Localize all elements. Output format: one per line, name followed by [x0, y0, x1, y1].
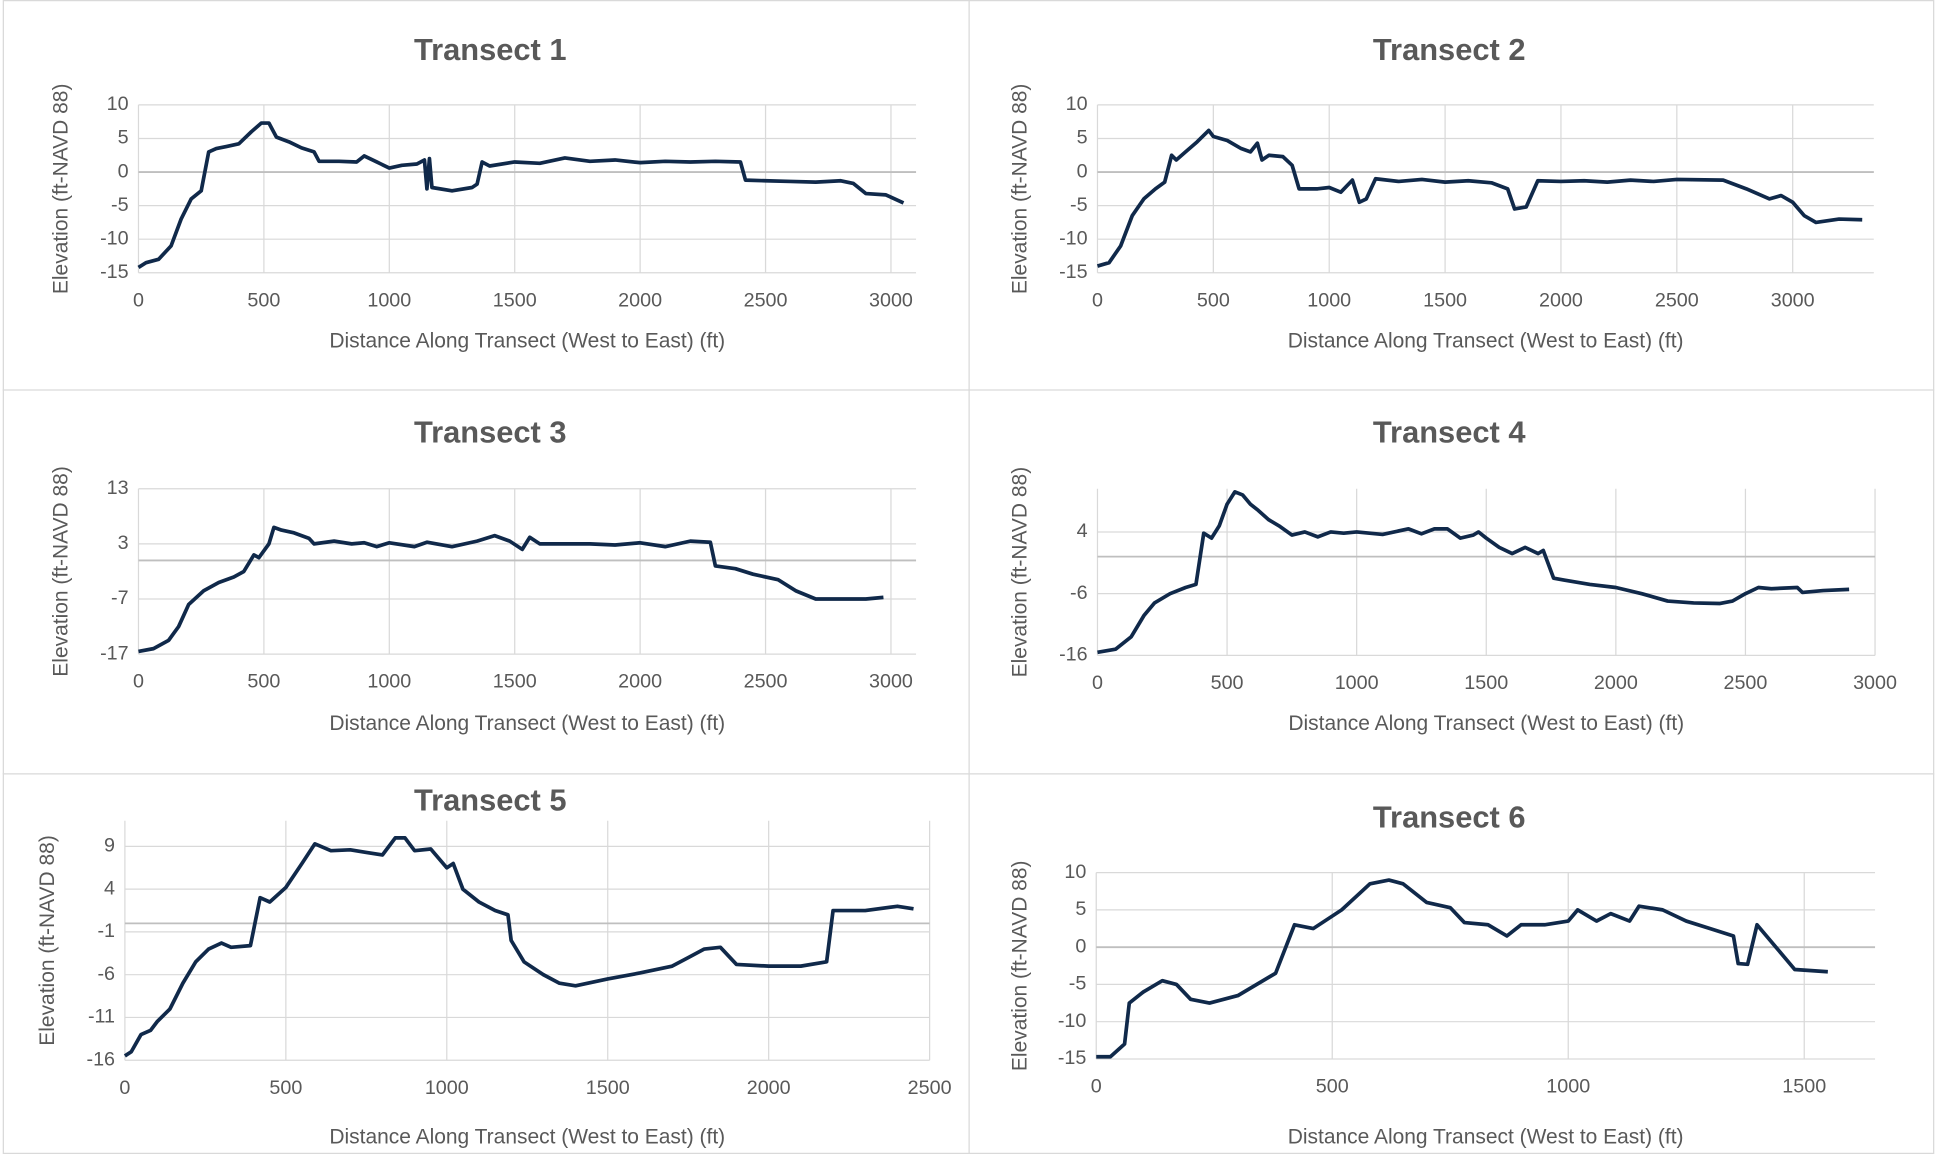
x-tick-label: 500: [1211, 672, 1244, 694]
y-axis-label: Elevation (ft-NAVD 88): [50, 466, 73, 677]
x-tick-label: 0: [133, 671, 144, 693]
x-tick-label: 3000: [1853, 672, 1897, 694]
x-tick-label: 500: [247, 671, 280, 693]
y-tick-label: -7: [111, 587, 129, 609]
x-tick-label: 3000: [869, 671, 913, 693]
x-tick-label: 500: [269, 1077, 302, 1099]
y-tick-label: -17: [100, 642, 129, 664]
x-tick-label: 2500: [1723, 672, 1767, 694]
x-tick-label: 3000: [869, 289, 913, 311]
y-tick-label: 10: [107, 93, 129, 115]
x-tick-label: 2500: [908, 1077, 952, 1099]
y-tick-label: -10: [1058, 1010, 1087, 1032]
x-tick-label: 1500: [1782, 1076, 1826, 1098]
x-axis-label: Distance Along Transect (West to East) (…: [1288, 712, 1684, 735]
x-tick-label: 1500: [1423, 289, 1467, 311]
elevation-line: [138, 525, 884, 654]
x-axis-label: Distance Along Transect (West to East) (…: [329, 329, 725, 352]
y-tick-label: 5: [1077, 127, 1088, 149]
elevation-line: [1096, 128, 1863, 268]
y-tick-label: 10: [1064, 861, 1086, 883]
y-tick-label: 4: [1077, 520, 1088, 542]
x-tick-label: 2000: [747, 1077, 791, 1099]
x-tick-label: 0: [1092, 672, 1103, 694]
y-axis-label: Elevation (ft-NAVD 88): [1009, 861, 1032, 1072]
y-tick-label: 4: [104, 877, 115, 899]
y-axis-label: Elevation (ft-NAVD 88): [50, 84, 73, 295]
y-tick-label: -5: [111, 194, 129, 216]
x-axis-label: Distance Along Transect (West to East) (…: [1288, 329, 1684, 352]
x-tick-label: 1000: [425, 1077, 469, 1099]
y-tick-label: 13: [107, 477, 129, 499]
y-tick-label: -1: [97, 920, 115, 942]
y-tick-label: -5: [1070, 194, 1088, 216]
y-tick-label: 0: [1075, 935, 1086, 957]
y-tick-label: 3: [118, 532, 129, 554]
y-tick-label: 10: [1066, 93, 1088, 115]
y-tick-label: -10: [1059, 227, 1088, 249]
x-tick-label: 1000: [367, 289, 411, 311]
x-tick-label: 0: [1092, 289, 1103, 311]
chart-title: Transect 1: [414, 32, 567, 67]
x-tick-label: 2000: [1594, 672, 1638, 694]
x-tick-label: 500: [1197, 289, 1230, 311]
chart-title: Transect 4: [1373, 415, 1526, 450]
y-tick-label: 9: [104, 835, 115, 857]
x-axis-label: Distance Along Transect (West to East) (…: [1288, 1126, 1684, 1149]
y-axis-label: Elevation (ft-NAVD 88): [1009, 467, 1032, 678]
x-tick-label: 1500: [586, 1077, 630, 1099]
y-tick-label: -10: [100, 227, 129, 249]
y-tick-label: 0: [118, 160, 129, 182]
x-axis-label: Distance Along Transect (West to East) (…: [329, 712, 725, 735]
x-axis-label: Distance Along Transect (West to East) (…: [329, 1126, 725, 1149]
x-tick-label: 1500: [493, 289, 537, 311]
y-tick-label: -15: [1059, 261, 1088, 283]
x-tick-label: 1000: [367, 671, 411, 693]
y-tick-label: 5: [118, 127, 129, 149]
x-tick-label: 0: [133, 289, 144, 311]
elevation-line: [123, 836, 914, 1058]
y-tick-label: -11: [88, 1006, 115, 1028]
y-tick-label: -6: [1070, 582, 1088, 604]
x-tick-label: 2500: [1655, 289, 1699, 311]
y-tick-label: -15: [100, 261, 129, 283]
chart-title: Transect 5: [414, 782, 567, 817]
y-tick-label: -6: [97, 963, 115, 985]
chart-title: Transect 2: [1373, 32, 1526, 67]
y-tick-label: 5: [1075, 898, 1086, 920]
x-tick-label: 500: [1316, 1076, 1349, 1098]
y-axis-label: Elevation (ft-NAVD 88): [36, 835, 59, 1046]
x-tick-label: 1000: [1546, 1076, 1590, 1098]
y-tick-label: -15: [1058, 1047, 1087, 1069]
x-tick-label: 3000: [1771, 289, 1815, 311]
elevation-line: [137, 121, 905, 269]
x-tick-label: 0: [1091, 1076, 1102, 1098]
elevation-line: [1097, 489, 1850, 655]
x-tick-label: 1500: [1464, 672, 1508, 694]
x-tick-label: 2000: [618, 289, 662, 311]
x-tick-label: 2000: [1539, 289, 1583, 311]
elevation-line: [1096, 878, 1828, 1059]
x-tick-label: 0: [119, 1077, 130, 1099]
x-tick-label: 2500: [744, 671, 788, 693]
y-axis-label: Elevation (ft-NAVD 88): [1009, 84, 1032, 295]
x-tick-label: 2500: [744, 289, 788, 311]
chart-title: Transect 6: [1373, 800, 1526, 835]
x-tick-label: 1500: [493, 671, 537, 693]
y-tick-label: -5: [1069, 973, 1087, 995]
y-tick-label: 0: [1077, 160, 1088, 182]
chart-title: Transect 3: [414, 415, 567, 450]
x-tick-label: 500: [247, 289, 280, 311]
x-tick-label: 2000: [618, 671, 662, 693]
x-tick-label: 1000: [1335, 672, 1379, 694]
y-tick-label: -16: [1059, 644, 1088, 666]
y-tick-label: -16: [87, 1048, 116, 1070]
x-tick-label: 1000: [1307, 289, 1351, 311]
